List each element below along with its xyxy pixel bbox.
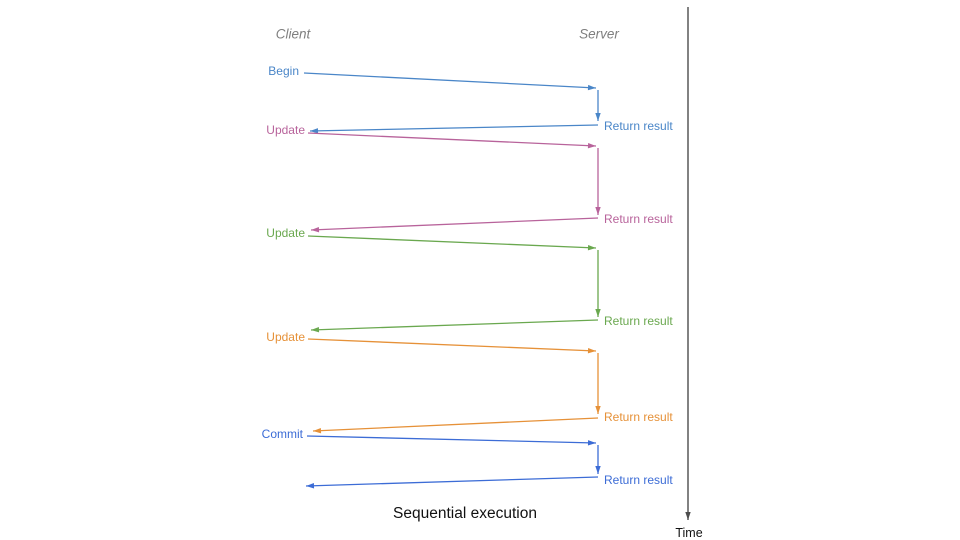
return-result-label-3: Return result	[604, 410, 673, 424]
return-arrow-4	[305, 476, 599, 487]
server-lifeline-header: Server	[579, 26, 619, 42]
message-label-4: Commit	[262, 427, 304, 441]
request-arrow-1-arrowhead	[587, 142, 596, 149]
return-arrow-2-arrowhead	[311, 327, 320, 333]
client-lifeline-header: Client	[275, 26, 311, 42]
return-arrow-1-arrowhead	[311, 226, 320, 233]
request-arrow-3-arrowhead	[587, 347, 596, 354]
return-arrow-4-arrowhead	[306, 483, 315, 489]
return-arrow-0-arrowhead	[310, 128, 319, 134]
diagram-caption: Sequential execution	[393, 505, 537, 522]
execution-arrow-2-arrowhead	[595, 309, 601, 317]
return-arrow-3-arrowhead	[313, 427, 322, 434]
return-result-label-1: Return result	[604, 212, 673, 226]
request-arrow-3	[307, 338, 597, 352]
execution-arrow-1-arrowhead	[595, 207, 601, 215]
time-axis-label: Time	[675, 526, 703, 540]
request-arrow-0-arrowhead	[587, 84, 596, 91]
time-axis-arrowhead	[685, 512, 691, 520]
request-arrow-1	[307, 132, 597, 147]
request-arrow-2-arrowhead	[587, 244, 596, 251]
return-result-label-4: Return result	[604, 473, 673, 487]
execution-arrow-0-arrowhead	[595, 113, 601, 121]
return-arrow-3	[312, 417, 599, 432]
message-label-2: Update	[266, 226, 305, 240]
return-arrow-2	[310, 319, 599, 331]
execution-arrow-3-arrowhead	[595, 406, 601, 414]
return-result-label-0: Return result	[604, 119, 673, 133]
return-arrow-0	[309, 124, 599, 132]
return-result-label-2: Return result	[604, 314, 673, 328]
request-arrow-0	[303, 72, 597, 89]
request-arrow-4-arrowhead	[587, 440, 596, 446]
message-label-0: Begin	[268, 64, 299, 78]
message-label-1: Update	[266, 123, 305, 137]
execution-arrow-4-arrowhead	[595, 466, 601, 474]
request-arrow-4	[306, 435, 597, 444]
request-arrow-2	[307, 235, 597, 249]
message-label-3: Update	[266, 330, 305, 344]
return-arrow-1	[310, 217, 599, 231]
